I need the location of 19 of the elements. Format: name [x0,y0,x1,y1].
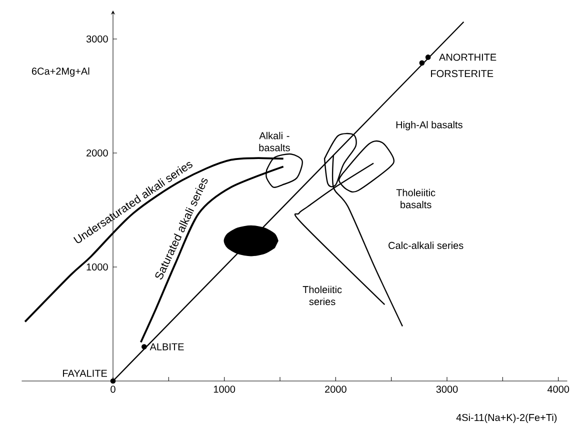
annotation: High-Al basalts [396,120,462,130]
y-tick-label: 1000 [86,263,108,271]
x-tick-label: 4000 [547,386,570,393]
annotation: FAYALITE [63,370,107,377]
annotation: Alkali - basalts [259,132,290,152]
y-axis-title: 6Ca+2Mg+Al [32,67,90,77]
annotation: Tholeiitic series [302,286,342,306]
x-axis-title: 4Si-11(Na+K)-2(Fe+Ti) [456,414,557,424]
annotation: FORSTERITE [431,70,494,78]
annotation: ANORTHITE [439,54,496,61]
annotation: Tholeiitic basalts [396,188,436,208]
x-tick-label: 0 [110,386,116,393]
x-tick-label: 3000 [436,386,458,393]
y-tick-label: 2000 [86,149,108,157]
annotation: ALBITE [150,343,184,350]
x-tick-label: 1000 [214,386,236,393]
annotation: Calc-alkali series [388,242,464,250]
y-tick-label: 3000 [86,35,108,43]
x-tick-label: 2000 [325,386,346,393]
